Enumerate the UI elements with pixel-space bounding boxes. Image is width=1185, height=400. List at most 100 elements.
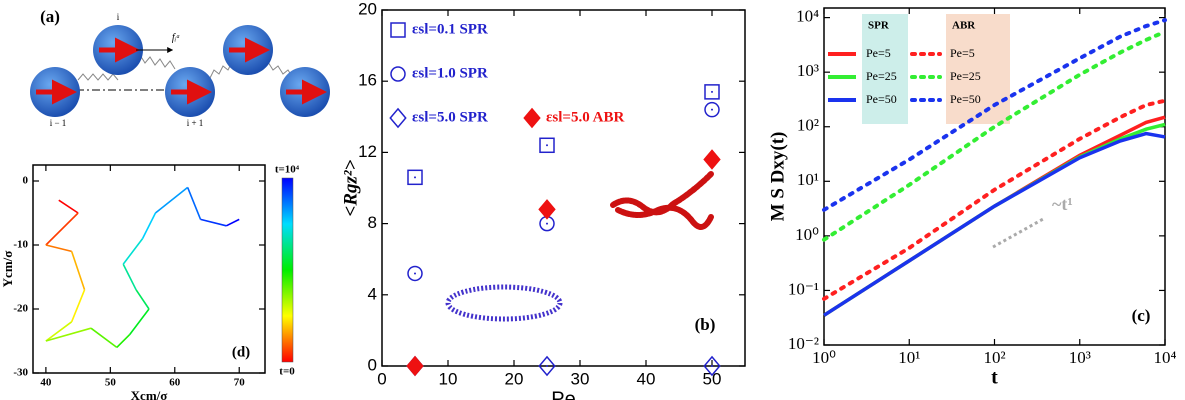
legend-title: ABR [952,20,976,32]
legend-label: Pe=5 [950,46,975,60]
marker-center [546,365,548,367]
marker-center [414,176,416,179]
marker [703,149,721,170]
colorbar-label: t=10⁴ [275,164,300,176]
trajectory-segment [116,334,131,348]
y-tick-label: -30 [13,367,28,379]
polymer-diagram: (a) i − 1 i i + 1 fᵢᵃ [30,7,330,128]
trajectory-segment [90,327,118,349]
annotation: ~t¹ [1052,194,1073,214]
y-tick-label: 20 [358,0,377,18]
marker [407,265,423,282]
series-line [823,122,1166,317]
trajectory-segment [129,308,150,336]
spring [267,61,294,79]
x-tick-label: 10 [439,369,458,388]
y-tick-label: 12 [358,142,377,161]
marker [407,169,423,186]
marker [538,355,556,377]
x-tick-label: 50 [703,369,722,388]
series-line [822,29,1167,242]
y-tick-label: 4 [368,284,377,303]
series-line [823,115,1166,317]
trajectory-segment [135,289,150,310]
legend-label: εsl=5.0 SPR [412,109,488,125]
x-tick-label: 10¹ [898,348,920,367]
marker-center [711,365,713,367]
legend-label: εsl=0.1 SPR [412,21,488,37]
y-tick-label: 16 [358,71,377,90]
legend-label: Pe=50 [866,92,897,106]
x-tick-label: 20 [505,369,524,388]
y-axis-label: <Rgz²> [340,159,361,216]
marker [523,107,541,129]
marker [390,66,406,82]
y-tick-label: 10⁰ [795,225,819,244]
legend-label: Pe=25 [950,69,981,83]
trajectory-segment [141,212,157,239]
panel-label: (b) [695,315,716,334]
trajectory-segment [122,238,144,265]
trajectory-segment [200,218,227,227]
trajectory-segment [45,212,79,246]
series-line [822,18,1167,212]
slope-guide [992,216,1046,249]
trajectory-segment [186,187,202,220]
series-line [822,98,1167,301]
marker-center [414,272,416,275]
x-tick-label: 10⁴ [1154,348,1177,367]
marker-center [546,222,548,225]
y-axis-label: Ycm/σ [0,251,15,288]
y-tick-label: -20 [13,303,28,315]
trajectory-segment [70,251,86,291]
colorbar-label: t=0 [279,366,295,378]
trajectory-segment [122,263,137,291]
trajectory-segment [58,199,79,214]
marker [406,355,424,377]
y-tick-label: 10⁻¹ [788,279,819,298]
bead-label: i + 1 [187,118,204,128]
spring [209,61,233,79]
panel-label: (a) [40,7,60,26]
legend-label: εsl=5.0 ABR [546,109,624,125]
active-force-arrows [36,37,327,105]
x-tick-label: 30 [571,369,590,388]
trajectory-segment [225,218,240,227]
y-tick-label: 10³ [797,61,819,80]
spring [77,73,119,81]
colorbar [281,177,294,363]
marker-center [546,144,548,147]
x-tick-label: 10² [983,348,1005,367]
y-tick-label: 8 [368,213,377,232]
y-tick-label: 10⁴ [796,7,819,26]
panel-label: (c) [1132,306,1151,325]
marker [704,101,720,118]
trajectory-segment [45,321,73,342]
y-tick-label: 10⁻² [788,334,819,353]
legend-label: Pe=50 [950,92,981,106]
x-tick-label: 40 [40,377,52,389]
polymer-snapshot [445,284,563,322]
x-tick-label: 70 [234,377,246,389]
marker-center [711,108,713,111]
y-tick-label: 0 [23,175,29,187]
bead-label: i − 1 [50,118,67,128]
marker [704,84,720,100]
marker-center [711,90,713,93]
trajectory-segment [154,186,189,214]
x-axis-label: t [991,367,998,389]
legend-box [862,14,908,124]
trajectory-segment [45,327,92,342]
legend-box [946,14,1010,124]
marker [389,107,407,129]
force-label: fᵢᵃ [172,32,180,43]
legend-title: SPR [868,20,890,32]
trajectory-segment [45,244,72,253]
trajectory-segment [70,289,86,323]
y-axis-label: M S Dxy(t) [767,132,788,222]
bead-label: i [117,12,120,22]
y-tick-label: -10 [13,239,28,251]
y-tick-label: 10² [797,116,819,135]
spring [139,54,176,70]
